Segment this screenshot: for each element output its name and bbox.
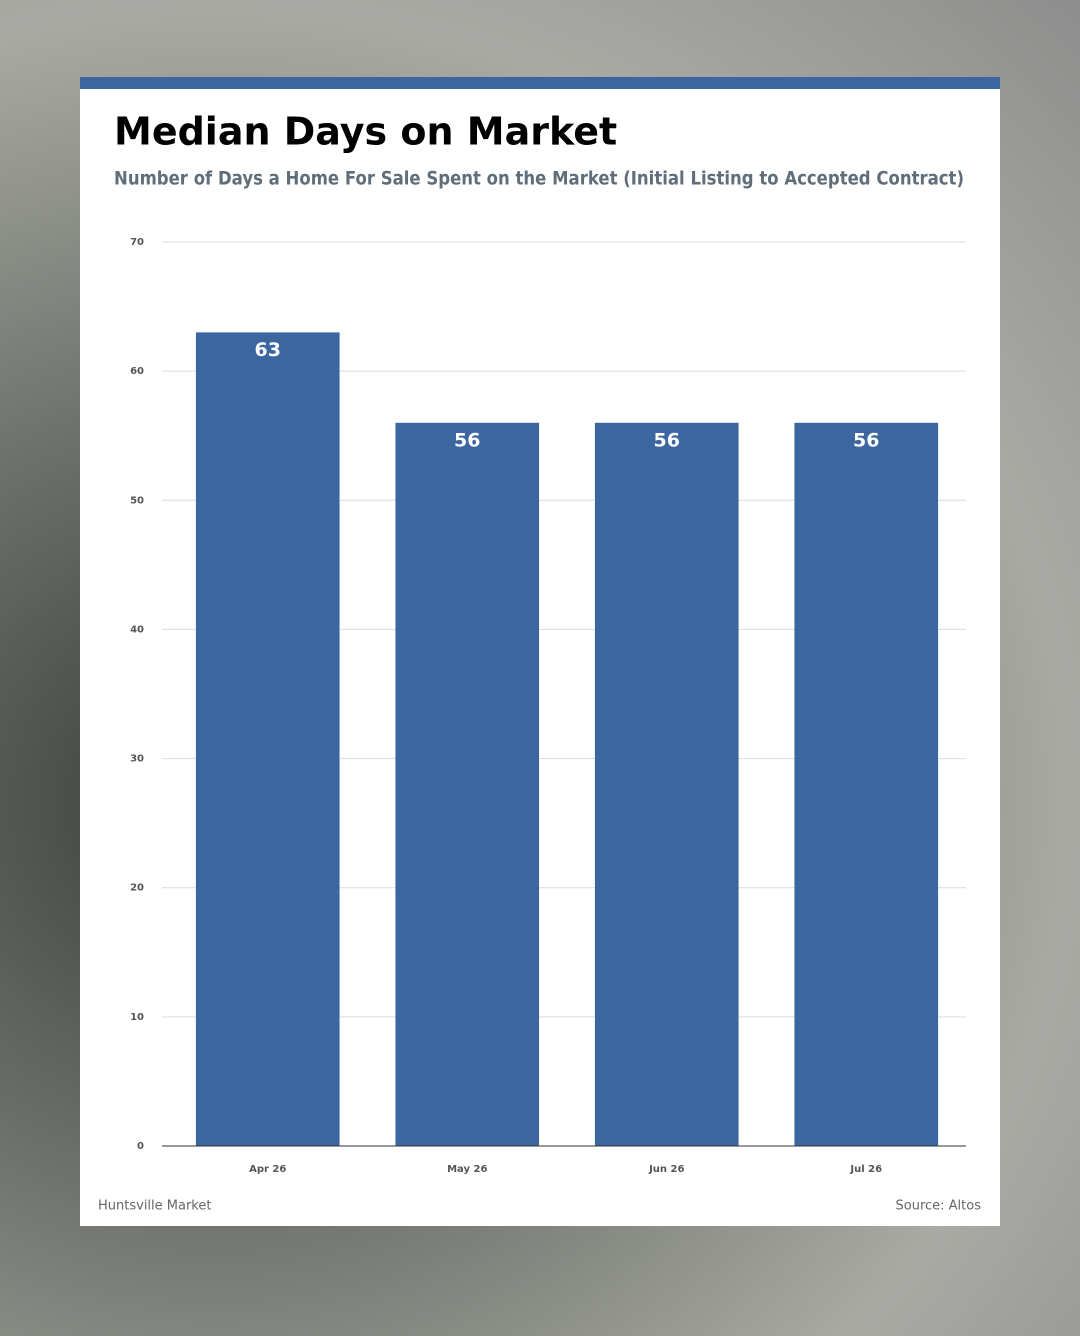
y-tick-label: 0 — [137, 1141, 144, 1152]
x-tick-label: Jun 26 — [648, 1164, 684, 1175]
y-tick-label: 40 — [130, 624, 144, 635]
x-tick-label: May 26 — [447, 1164, 487, 1175]
x-tick-label: Apr 26 — [249, 1164, 286, 1175]
footer-note: Huntsville Market — [98, 1199, 211, 1214]
bar — [794, 422, 939, 1146]
chart-title: Median Days on Market — [114, 110, 617, 154]
bar — [594, 422, 739, 1146]
data-label: 56 — [853, 429, 879, 451]
y-tick-label: 50 — [130, 495, 144, 506]
y-tick-label: 30 — [130, 754, 144, 765]
y-tick-label: 70 — [130, 237, 144, 248]
header-bar — [80, 77, 1000, 89]
y-tick-label: 10 — [130, 1012, 144, 1023]
x-tick-label: Jul 26 — [849, 1164, 882, 1175]
data-label: 56 — [454, 429, 480, 451]
bar — [395, 422, 540, 1146]
y-tick-label: 60 — [130, 366, 144, 377]
bar — [195, 332, 340, 1146]
data-label: 56 — [654, 429, 680, 451]
data-label: 63 — [255, 339, 281, 361]
footer-source: Source: Altos — [896, 1199, 982, 1214]
chart-subtitle: Number of Days a Home For Sale Spent on … — [114, 168, 964, 190]
y-tick-label: 20 — [130, 883, 144, 894]
